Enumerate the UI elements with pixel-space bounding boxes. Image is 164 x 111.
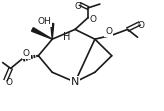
- Text: O: O: [138, 21, 145, 30]
- Text: N: N: [71, 77, 79, 87]
- Text: O: O: [89, 15, 96, 24]
- Text: H: H: [63, 32, 71, 42]
- Polygon shape: [51, 24, 54, 39]
- Text: O: O: [105, 27, 112, 36]
- Text: OH: OH: [37, 17, 51, 26]
- Text: O: O: [74, 2, 82, 11]
- Polygon shape: [31, 28, 52, 39]
- Text: O: O: [5, 78, 12, 87]
- Text: O: O: [23, 49, 30, 58]
